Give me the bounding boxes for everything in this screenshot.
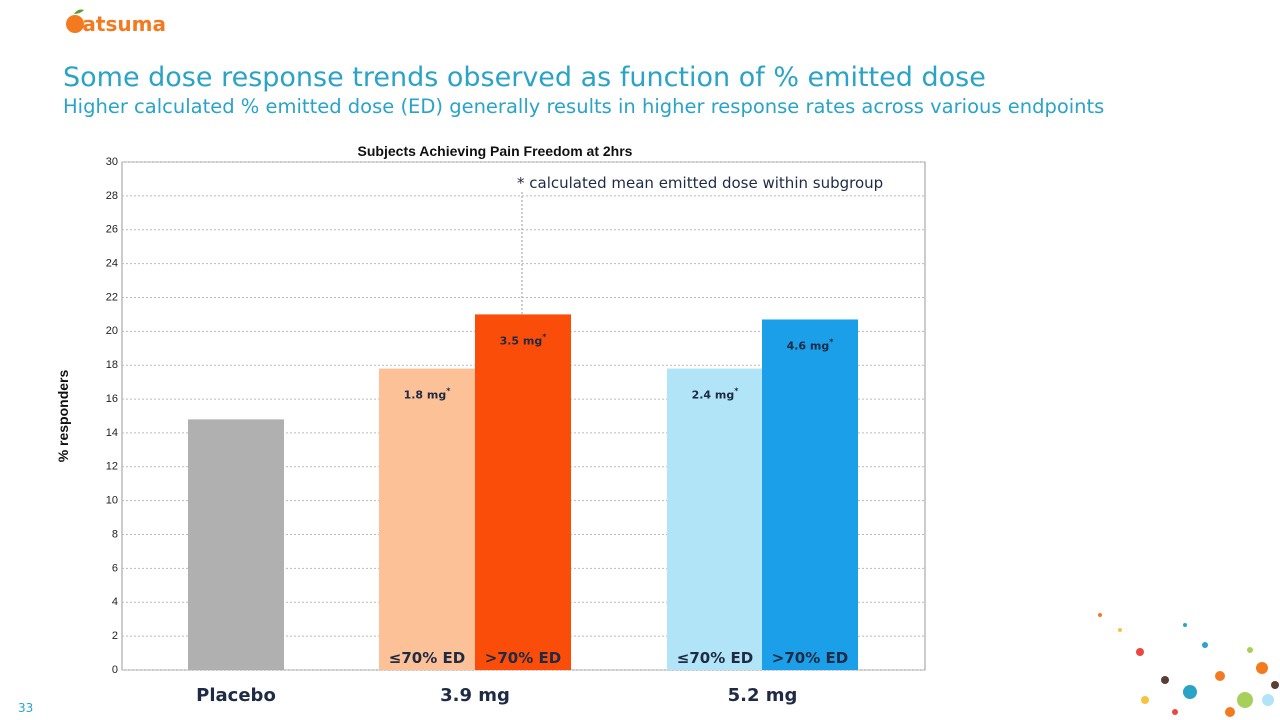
bar [188,419,284,670]
y-tick-label: 4 [112,596,118,608]
bar-category-label: >70% ED [485,649,561,667]
logo: Satsuma [68,12,166,36]
y-tick-label: 12 [106,461,118,473]
group-label: Placebo [196,685,276,706]
y-tick-label: 16 [106,393,118,405]
y-tick-label: 0 [112,664,118,676]
y-tick-label: 28 [106,190,118,202]
group-label: 3.9 mg [440,685,510,706]
annotation-text: 3.5 mg [500,334,543,347]
y-axis-label: % responders [55,369,71,462]
y-tick-label: 8 [112,528,118,540]
annotation-text: 4.6 mg [787,339,830,352]
y-tick-label: 20 [106,325,118,337]
chart-title: Subjects Achieving Pain Freedom at 2hrs [358,143,633,159]
bar-category-label: ≤70% ED [677,649,753,667]
bar [475,314,571,670]
bar [379,368,475,670]
confetti [1098,613,1279,717]
y-tick-label: 6 [112,562,118,574]
y-tick-label: 10 [106,495,118,507]
annotation-sup: * [734,387,739,396]
title: Some dose response trends observed as fu… [63,62,986,93]
bar-annotation: 3.5 mg* [500,332,548,347]
annotation-text: 1.8 mg [404,389,447,402]
y-tick-label: 18 [106,359,118,371]
logo-icon [66,15,84,33]
logo-leaf [74,9,84,14]
annotation-sup: * [542,332,547,341]
bar-annotation: 1.8 mg* [404,387,452,402]
bar-annotation: 4.6 mg* [787,337,835,352]
subtitle: Higher calculated % emitted dose (ED) ge… [63,95,1104,118]
y-tick-label: 14 [106,427,118,439]
annotation-text: 2.4 mg [692,389,735,402]
group-label: 5.2 mg [728,685,798,706]
annotation-sup: * [829,337,834,346]
page-number: 33 [18,701,33,715]
y-tick-label: 30 [106,156,118,168]
y-tick-label: 2 [112,630,118,642]
bar-category-label: ≤70% ED [389,649,465,667]
y-tick-label: 24 [106,258,118,270]
bar [667,368,763,670]
bar-category-label: >70% ED [772,649,848,667]
y-tick-label: 22 [106,291,118,303]
y-tick-label: 26 [106,224,118,236]
annotation-sup: * [446,387,451,396]
bar-annotation: 2.4 mg* [692,387,740,402]
note: * calculated mean emitted dose within su… [517,174,883,192]
bar [762,319,858,670]
